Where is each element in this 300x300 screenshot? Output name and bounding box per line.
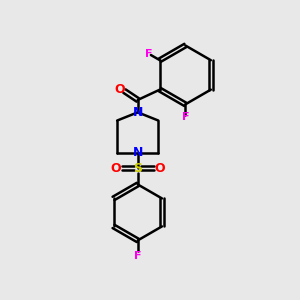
Text: N: N (133, 146, 143, 159)
Text: F: F (182, 112, 189, 122)
Text: S: S (133, 162, 142, 175)
Text: O: O (114, 83, 124, 96)
Text: O: O (154, 162, 165, 175)
Text: F: F (145, 49, 153, 59)
Text: N: N (133, 106, 143, 119)
Text: F: F (134, 251, 142, 261)
Text: O: O (110, 162, 121, 175)
